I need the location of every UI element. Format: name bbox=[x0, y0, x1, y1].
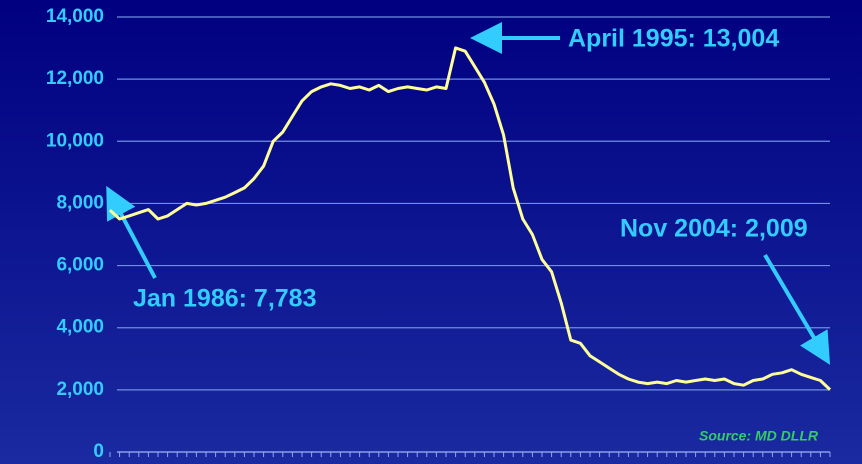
annotation: Nov 2004: 2,009 bbox=[620, 215, 808, 243]
y-tick-label: 12,000 bbox=[46, 68, 104, 89]
arrow bbox=[763, 253, 831, 365]
y-tick-label: 4,000 bbox=[56, 317, 104, 338]
series-line bbox=[108, 46, 832, 391]
y-tick-label: 0 bbox=[93, 441, 104, 462]
y-tick-label: 14,000 bbox=[46, 6, 104, 27]
y-tick-label: 6,000 bbox=[56, 255, 104, 276]
annotation: Jan 1986: 7,783 bbox=[133, 285, 316, 313]
arrow bbox=[106, 185, 157, 279]
y-tick-label: 2,000 bbox=[56, 379, 104, 400]
y-tick-label: 10,000 bbox=[46, 130, 104, 151]
annotation: April 1995: 13,004 bbox=[568, 25, 779, 53]
y-tick-label: 8,000 bbox=[56, 192, 104, 213]
source: Source: MD DLLR bbox=[699, 428, 819, 444]
